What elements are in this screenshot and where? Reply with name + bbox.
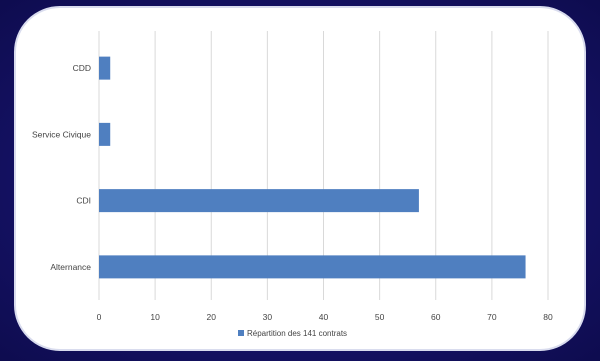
- bar-alternance: [99, 255, 526, 279]
- category-label: CDD: [73, 63, 91, 73]
- legend-label: Répartition des 141 contrats: [247, 329, 347, 338]
- x-tick-label: 10: [150, 312, 160, 322]
- bar-cdd: [99, 56, 111, 80]
- x-tick-label: 20: [207, 312, 217, 322]
- x-tick-label: 70: [487, 312, 497, 322]
- legend-swatch: [238, 330, 244, 336]
- category-label: CDI: [76, 196, 91, 206]
- bars: [99, 56, 526, 279]
- x-tick-label: 0: [97, 312, 102, 322]
- x-tick-label: 30: [263, 312, 273, 322]
- bar-service-civique: [99, 122, 111, 146]
- category-labels: CDD Service Civique CDI Alternance: [32, 63, 91, 272]
- x-tick-label: 50: [375, 312, 385, 322]
- category-label: Service Civique: [32, 129, 91, 139]
- tick-labels: 0 10 20 30 40 50 60 70 80: [97, 312, 553, 322]
- category-label: Alternance: [50, 262, 91, 272]
- x-tick-label: 40: [319, 312, 329, 322]
- x-tick-label: 60: [431, 312, 441, 322]
- x-tick-label: 80: [543, 312, 553, 322]
- legend: Répartition des 141 contrats: [238, 329, 347, 338]
- bar-cdi: [99, 189, 419, 213]
